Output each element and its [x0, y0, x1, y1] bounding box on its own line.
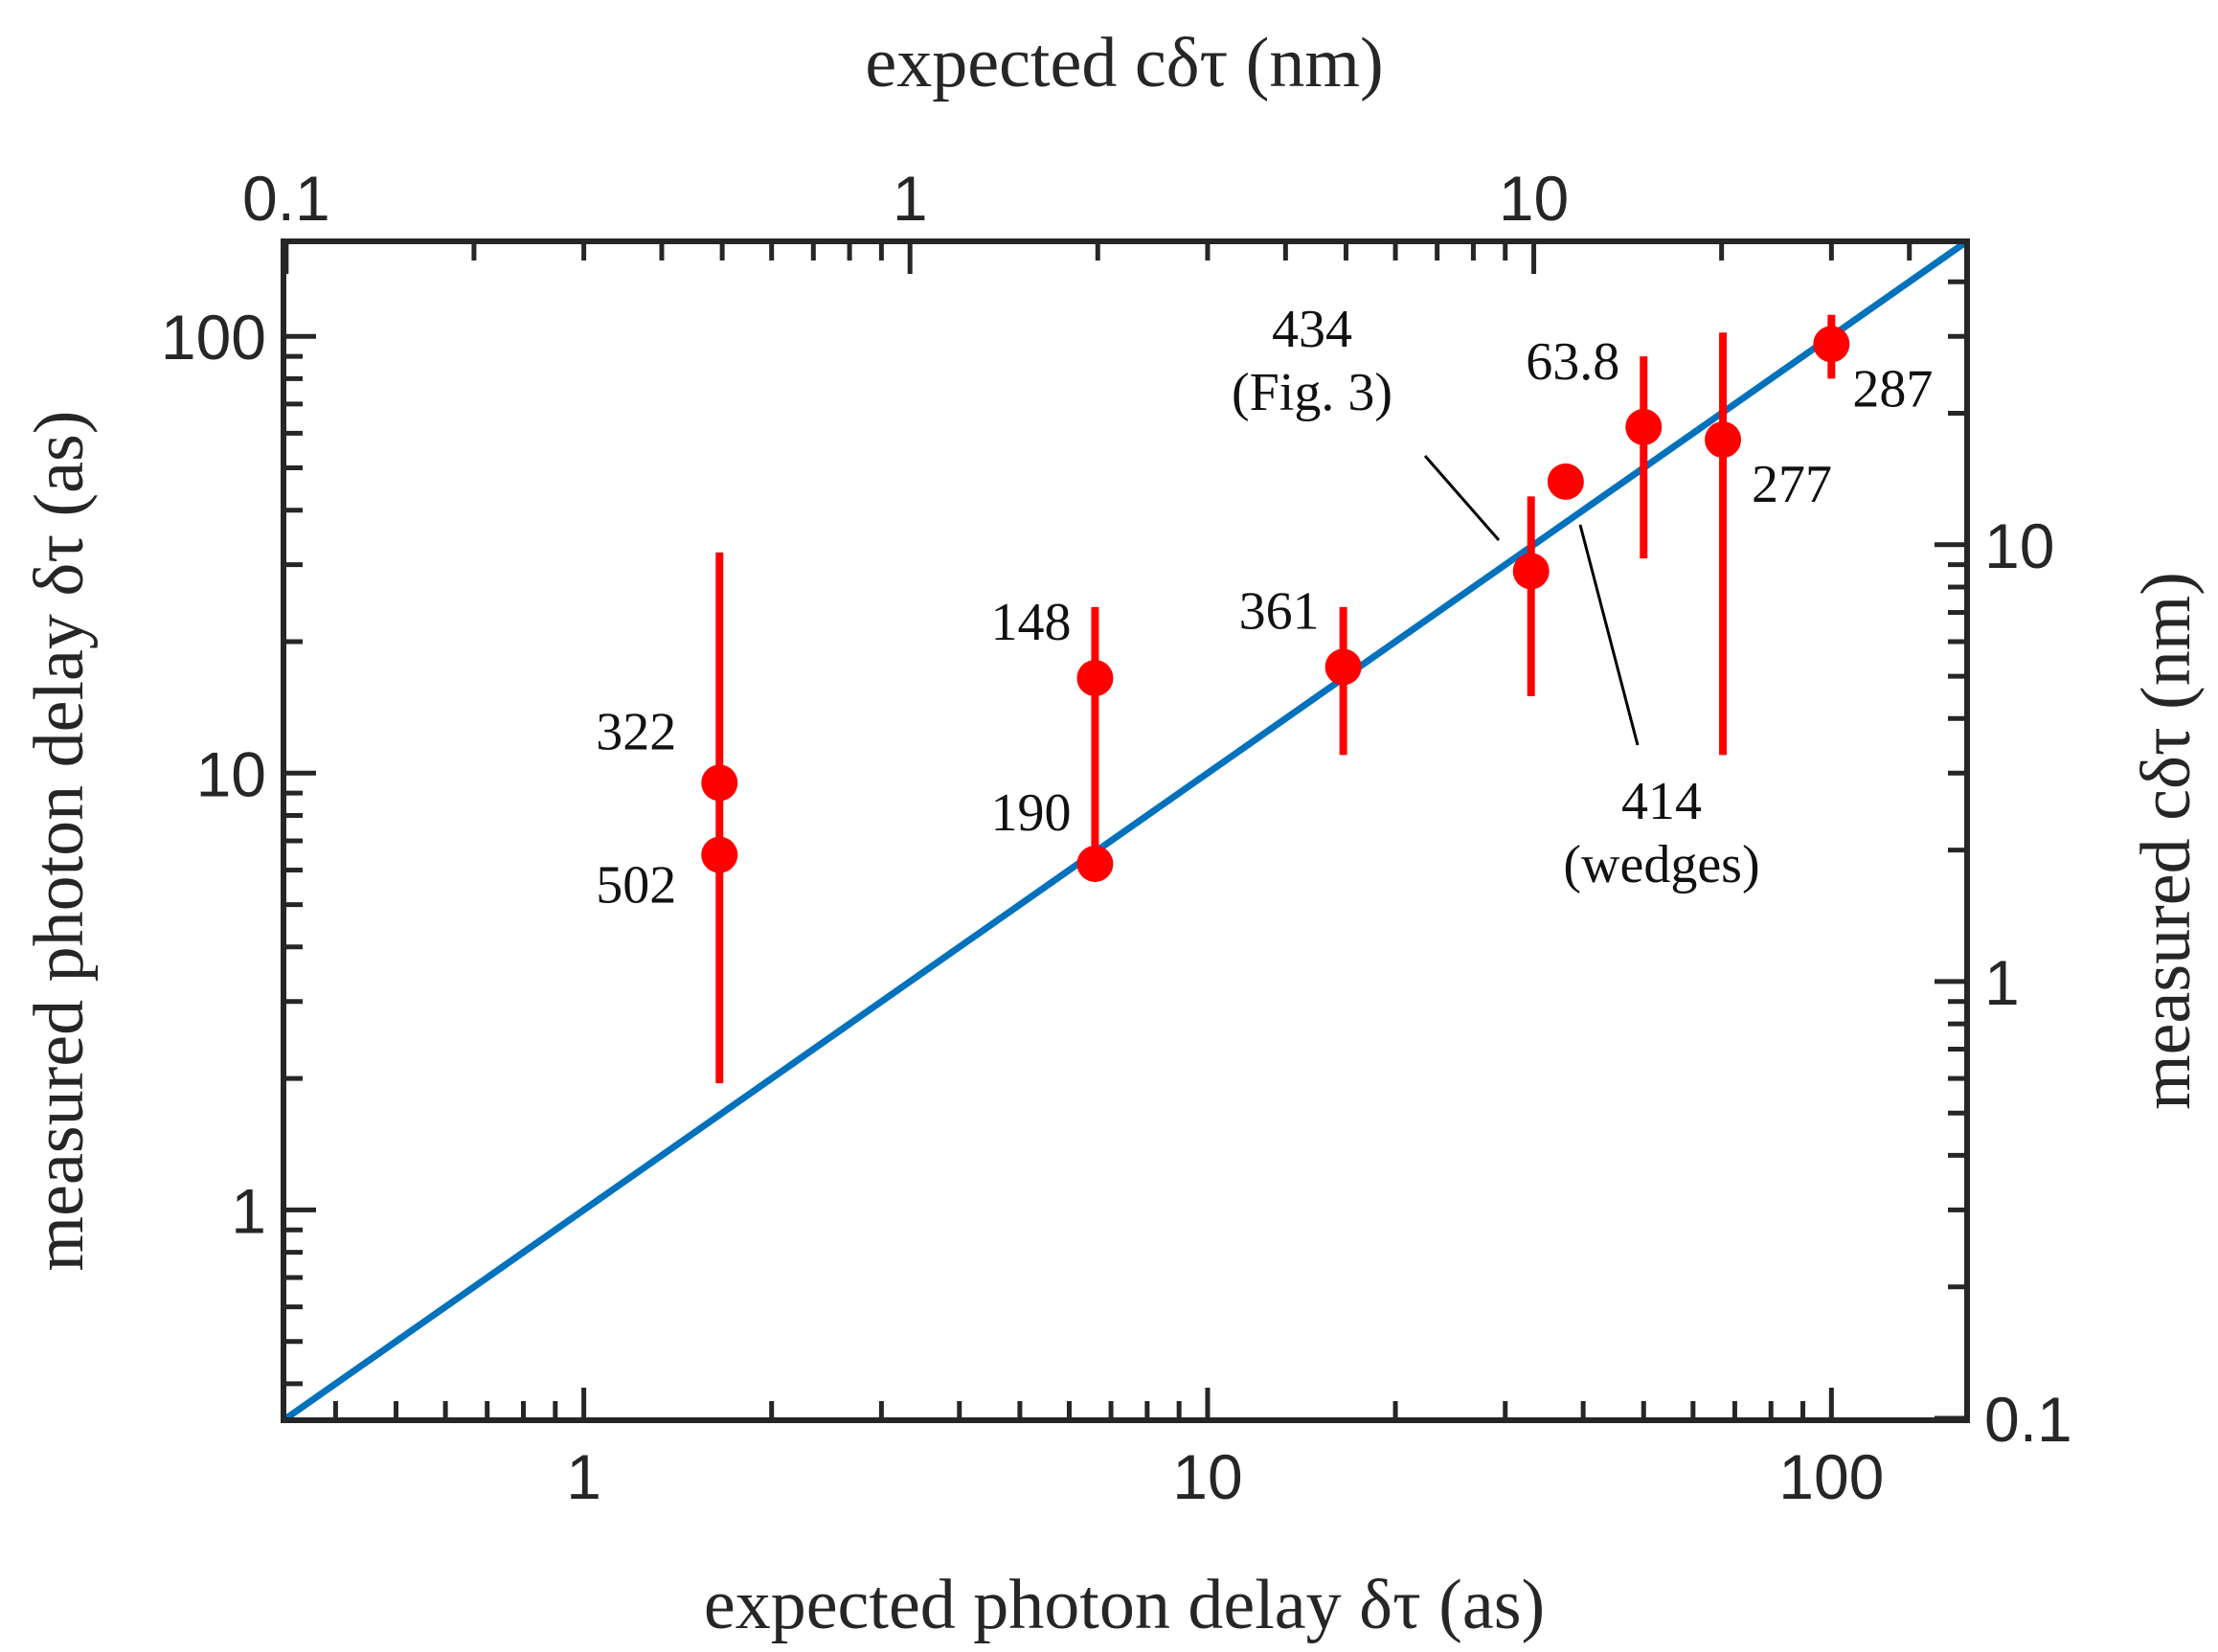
x2-tick-label: 1 [893, 163, 928, 234]
reference-line [281, 238, 1970, 1423]
point-label-line: 277 [1752, 455, 1832, 514]
point-label: 190 [990, 783, 1071, 843]
point-label-line: 414 [1621, 772, 1702, 831]
point-label: 414 (wedges) [1563, 772, 1759, 894]
point-label: 148 [990, 593, 1071, 652]
point-label-line: 148 [990, 593, 1071, 652]
data-points [701, 314, 1850, 1084]
leader-line [1423, 455, 1501, 541]
point-label-line: 63.8 [1526, 332, 1619, 392]
tick-labels: 1 10 100 1 10 100 0.1 1 10 0.1 1 10 [161, 163, 2072, 1512]
point-label-line: 190 [990, 783, 1071, 843]
x-axis-label: expected photon delay δτ (as) [704, 1566, 1545, 1644]
point-label: 63.8 [1526, 332, 1619, 392]
point-label-line: 322 [596, 702, 676, 761]
point-label-line: 502 [596, 856, 676, 916]
data-point [1625, 408, 1663, 445]
x-tick-label: 10 [1172, 1441, 1242, 1512]
chart-text: expected photon delay δτ (as) expected c… [20, 24, 2206, 1644]
data-point [1076, 660, 1114, 697]
data-point [1324, 648, 1362, 686]
point-label-line: 434 [1272, 300, 1352, 359]
data-point [701, 836, 738, 873]
data-point [1547, 463, 1584, 500]
top-axis-label: expected cδτ (nm) [865, 24, 1383, 102]
x-tick-label: 100 [1778, 1441, 1884, 1512]
y-tick-label: 1 [231, 1175, 266, 1246]
axes: 1 10 100 1 10 100 0.1 1 10 0.1 1 10 [161, 163, 2072, 1512]
x-tick-label: 1 [566, 1441, 601, 1512]
data-point [1813, 326, 1850, 363]
data-point [1512, 553, 1550, 590]
data-point [701, 764, 738, 802]
x2-tick-label: 0.1 [242, 163, 330, 234]
plot-area: 322 502 148 190 361 434 (Fig. 3) 414 (wedges) 63.… [281, 238, 1970, 1423]
point-label-line: 361 [1239, 581, 1320, 641]
point-label-line: 287 [1852, 359, 1933, 419]
leader-line [1578, 524, 1640, 746]
y2-tick-label: 10 [1984, 510, 2054, 581]
point-label: 287 [1852, 359, 1933, 419]
point-label: 434 (Fig. 3) [1232, 300, 1392, 422]
y2-tick-label: 1 [1984, 947, 2020, 1018]
y-tick-label: 100 [161, 302, 266, 373]
point-label: 502 [596, 856, 676, 916]
point-label: 361 [1239, 581, 1320, 641]
y-axis-label: measured photon delay δτ (as) [20, 411, 99, 1272]
y2-tick-label: 0.1 [1984, 1384, 2072, 1455]
right-axis-label: measured cδτ (nm) [2127, 572, 2206, 1110]
y-tick-label: 10 [196, 738, 266, 809]
tick-marks [283, 241, 1967, 1421]
point-label: 322 [596, 702, 676, 761]
point-annotations: 322 502 148 190 361 434 (Fig. 3) 414 (wedges) 63.… [596, 300, 1933, 916]
point-label: 277 [1752, 455, 1832, 514]
x2-tick-label: 10 [1499, 163, 1569, 234]
point-label-line: (wedges) [1563, 835, 1759, 894]
point-label-line: (Fig. 3) [1232, 363, 1392, 422]
data-point [1076, 845, 1114, 882]
axes-frame [281, 238, 1970, 1423]
data-point [1705, 421, 1742, 459]
